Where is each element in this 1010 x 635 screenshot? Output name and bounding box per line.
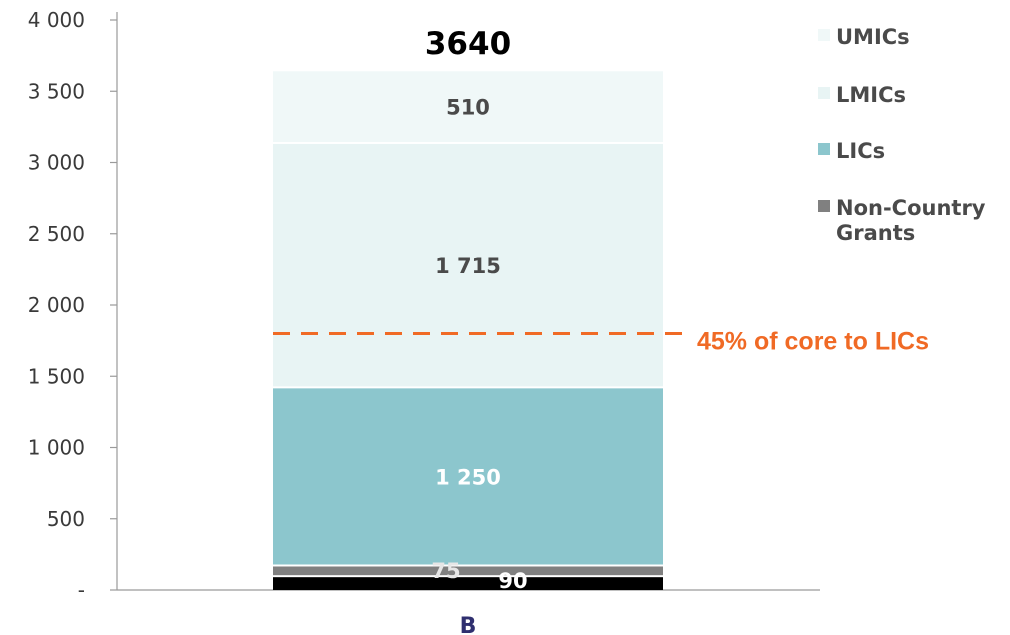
- legend-label: Non-Country: [836, 196, 986, 220]
- data-label: 1 250: [435, 465, 501, 489]
- bar-segment: [273, 577, 663, 590]
- legend-label: LMICs: [836, 83, 906, 107]
- y-tick-label: 2 000: [28, 293, 85, 317]
- total-label: 3640: [425, 26, 511, 62]
- y-tick-label: 2 500: [28, 222, 85, 246]
- legend-swatch: [818, 200, 830, 212]
- data-labels: 90 75 1 250 1 715 510 3640: [425, 26, 528, 593]
- reference-line-label: 45% of core to LICs: [697, 328, 929, 356]
- legend-swatch: [818, 87, 830, 99]
- bar-segment: [273, 71, 663, 142]
- y-tick-label: 1 500: [28, 364, 85, 388]
- y-tick-label: 1 000: [28, 436, 85, 460]
- legend-swatch: [818, 29, 830, 41]
- bar-stack: [273, 71, 663, 590]
- legend-swatch: [818, 143, 830, 155]
- bar-segment: [273, 143, 663, 387]
- data-label: 75: [431, 559, 460, 583]
- legend-label: UMICs: [836, 25, 910, 49]
- bar-segment: [273, 566, 663, 576]
- legend-label: LICs: [836, 139, 885, 163]
- y-tick-label: 4 000: [28, 8, 85, 32]
- y-tick-label: 3 500: [28, 79, 85, 103]
- data-label: 1 715: [435, 254, 501, 278]
- y-axis: - 500 1 000 1 500 2 000 2 500 3 000 3 500 4 000 B: [28, 8, 820, 635]
- y-tick-label: 3 000: [28, 151, 85, 175]
- data-label: 510: [446, 96, 490, 120]
- x-category-label: B: [460, 614, 477, 635]
- bar-segment: [273, 388, 663, 565]
- legend-label: Grants: [836, 221, 915, 245]
- data-label: 90: [498, 569, 527, 593]
- reference-line-group: 45% of core to LICs: [273, 328, 929, 356]
- y-tick-label: -: [78, 578, 85, 602]
- y-tick-label: 500: [47, 507, 85, 531]
